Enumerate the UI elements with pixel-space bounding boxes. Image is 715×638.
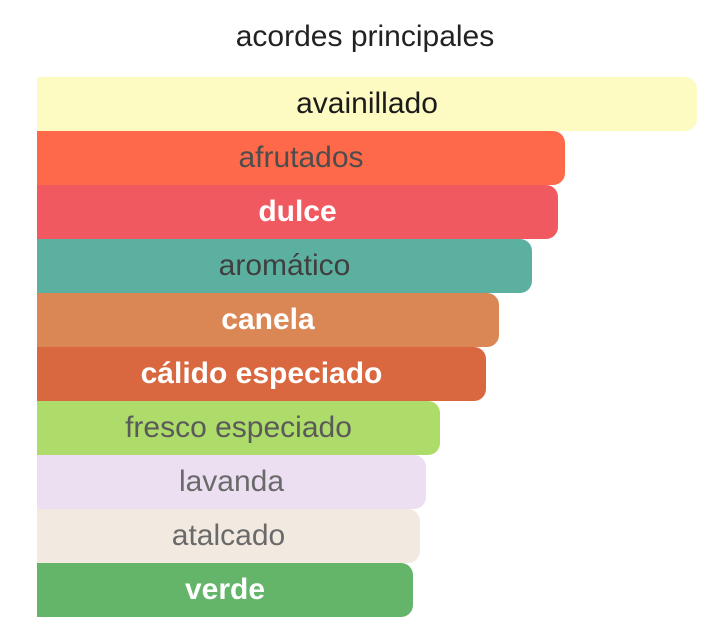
bar-dulce: dulce bbox=[37, 185, 558, 239]
bar-label: dulce bbox=[258, 195, 337, 228]
bar-label: afrutados bbox=[238, 141, 364, 174]
bar-aromático: aromático bbox=[37, 239, 532, 293]
bar-label: atalcado bbox=[171, 519, 286, 552]
bar-avainillado: avainillado bbox=[37, 77, 697, 131]
bars-container: avainillado afrutados dulce aromático canela… bbox=[37, 77, 702, 617]
bar-afrutados: afrutados bbox=[37, 131, 565, 185]
bar-canela: canela bbox=[37, 293, 499, 347]
bar-label: cálido especiado bbox=[140, 357, 383, 390]
bar-fresco-especiado: fresco especiado bbox=[37, 401, 440, 455]
bar-label: aromático bbox=[218, 249, 351, 282]
bar-verde: verde bbox=[37, 563, 413, 617]
bar-label: canela bbox=[221, 303, 315, 336]
bar-lavanda: lavanda bbox=[37, 455, 426, 509]
bar-label: fresco especiado bbox=[125, 411, 352, 444]
bar-label: lavanda bbox=[178, 465, 285, 498]
bar-label: verde bbox=[184, 573, 266, 606]
bar-atalcado: atalcado bbox=[37, 509, 420, 563]
bar-label: avainillado bbox=[296, 87, 438, 120]
chart-title: acordes principales bbox=[235, 20, 495, 53]
bar-cálido-especiado: cálido especiado bbox=[37, 347, 486, 401]
